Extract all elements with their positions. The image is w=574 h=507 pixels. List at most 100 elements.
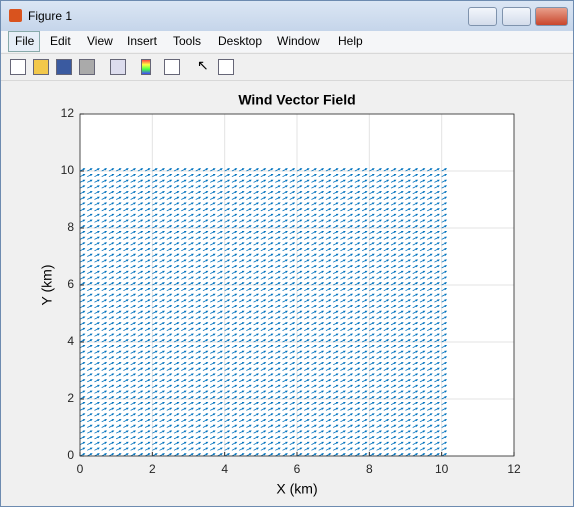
wind-arrow (390, 419, 397, 423)
close-button[interactable] (535, 7, 568, 26)
wind-arrow (361, 441, 368, 445)
wind-arrow (311, 288, 317, 292)
wind-arrow (419, 316, 426, 320)
wind-arrow (398, 419, 404, 423)
wind-arrow (282, 384, 288, 388)
wind-arrow (405, 185, 411, 189)
legend-icon[interactable] (164, 59, 180, 75)
wind-arrow (159, 288, 165, 292)
wind-arrow (231, 276, 238, 280)
menu-item[interactable]: Edit (50, 34, 71, 48)
wind-arrow (347, 242, 354, 246)
wind-arrow (217, 225, 223, 229)
link-icon[interactable] (110, 59, 126, 75)
wind-arrow (289, 384, 296, 388)
colorbar-icon[interactable] (141, 59, 151, 75)
wind-arrow (311, 402, 317, 406)
property-icon[interactable] (218, 59, 234, 75)
wind-arrow (383, 225, 390, 229)
wind-arrow (94, 259, 100, 263)
wind-arrow (159, 310, 165, 314)
wind-arrow (166, 253, 173, 257)
wind-arrow (354, 208, 361, 212)
wind-arrow (152, 299, 158, 303)
wind-arrow (137, 339, 144, 343)
wind-arrow (398, 384, 404, 388)
wind-arrow (267, 362, 274, 366)
wind-arrow (108, 225, 115, 229)
save-icon[interactable] (56, 59, 72, 75)
menu-item[interactable]: Insert (127, 34, 158, 48)
wind-arrow (159, 196, 165, 200)
menu-item[interactable]: Window (277, 34, 320, 48)
wind-arrow (87, 419, 93, 423)
wind-arrow (340, 396, 346, 400)
wind-arrow (195, 299, 202, 303)
wind-arrow (130, 430, 137, 434)
y-tick-label: 12 (61, 106, 75, 120)
open-icon[interactable] (33, 59, 49, 75)
wind-arrow (144, 424, 151, 428)
wind-arrow (231, 402, 238, 406)
wind-arrow (79, 185, 86, 189)
menu-item[interactable]: Help (338, 34, 363, 48)
wind-arrow (267, 219, 274, 223)
wind-arrow (354, 293, 361, 297)
wind-arrow (210, 179, 216, 183)
wind-arrow (87, 436, 93, 440)
wind-arrow (224, 174, 231, 178)
wind-arrow (311, 333, 317, 337)
wind-arrow (130, 288, 137, 292)
print-icon[interactable] (79, 59, 95, 75)
wind-arrow (130, 259, 137, 263)
menu-item[interactable]: Tools (173, 34, 202, 48)
wind-arrow (152, 168, 158, 172)
wind-arrow (332, 208, 339, 212)
wind-arrow (376, 367, 382, 371)
wind-arrow (166, 407, 173, 411)
new-icon[interactable] (10, 59, 26, 75)
wind-arrow (231, 202, 238, 206)
wind-arrow (412, 356, 419, 360)
wind-arrow (123, 402, 129, 406)
wind-arrow (166, 265, 173, 269)
wind-arrow (173, 413, 180, 417)
wind-arrow (347, 333, 354, 337)
wind-arrow (282, 219, 288, 223)
maximize-button[interactable] (502, 7, 531, 26)
wind-arrow (238, 225, 245, 229)
wind-arrow (115, 396, 122, 400)
wind-arrow (361, 413, 368, 417)
wind-arrow (87, 384, 93, 388)
wind-arrow (101, 402, 108, 406)
wind-arrow (398, 208, 404, 212)
wind-arrow (246, 213, 252, 217)
wind-arrow (383, 396, 390, 400)
menu-item[interactable]: File (15, 34, 35, 48)
wind-arrow (405, 339, 411, 343)
wind-arrow (405, 213, 411, 217)
x-tick-label: 8 (366, 462, 373, 476)
wind-arrow (405, 191, 411, 195)
wind-arrow (361, 174, 368, 178)
wind-arrow (311, 356, 317, 360)
wind-arrow (434, 213, 440, 217)
wind-arrow (332, 345, 339, 349)
wind-arrow (144, 208, 151, 212)
wind-arrow (144, 242, 151, 246)
pointer-icon[interactable]: ↖ (197, 57, 209, 73)
wind-arrow (275, 253, 281, 257)
wind-arrow (267, 396, 274, 400)
wind-arrow (202, 253, 209, 257)
wind-arrow (123, 345, 129, 349)
minimize-button[interactable] (468, 7, 497, 26)
wind-arrow (376, 208, 382, 212)
wind-arrow (340, 441, 346, 445)
menu-item[interactable]: View (87, 34, 113, 48)
wind-arrow (398, 185, 404, 189)
wind-arrow (398, 174, 404, 178)
wind-arrow (419, 208, 426, 212)
wind-arrow (427, 288, 433, 292)
wind-arrow (419, 168, 426, 172)
menu-item[interactable]: Desktop (218, 34, 263, 48)
